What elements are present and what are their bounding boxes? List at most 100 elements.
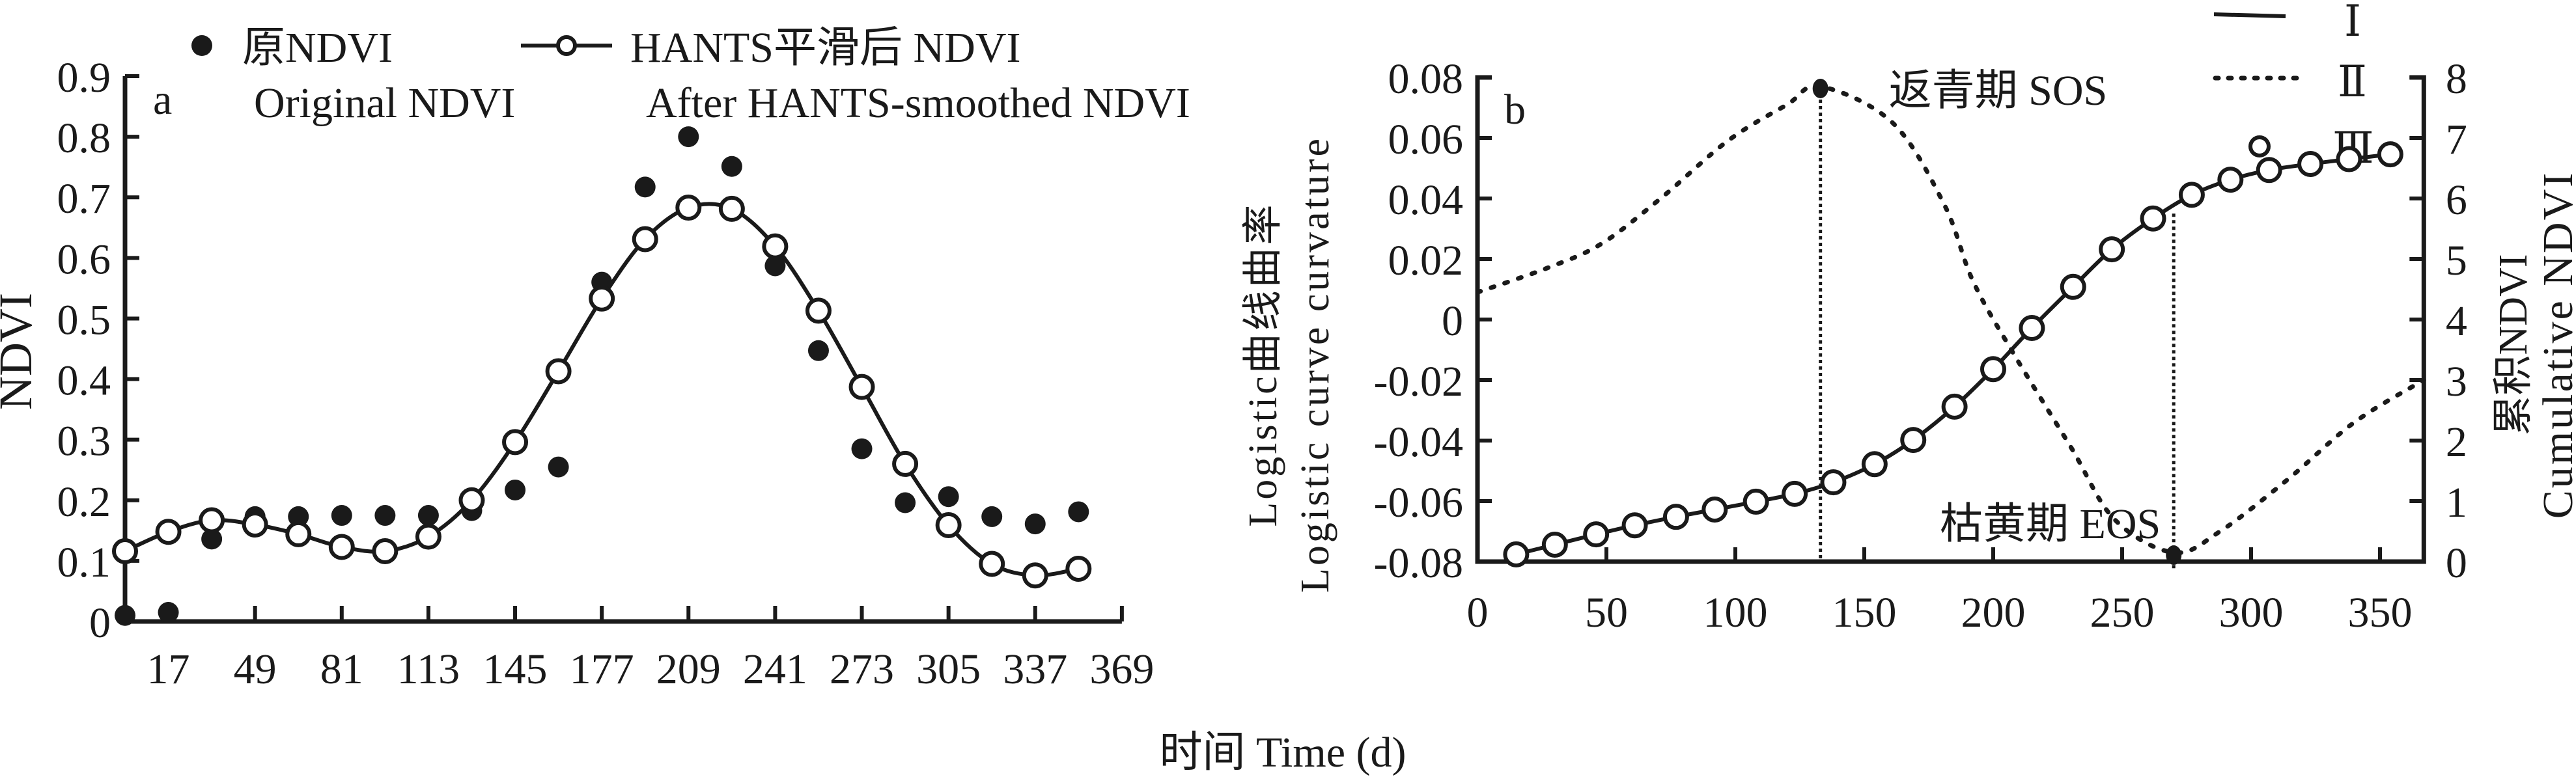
- right-y-tick-label: 3: [2446, 358, 2467, 405]
- logistic-fit-line: [1515, 152, 2391, 556]
- right-y-tick-label: 1: [2446, 479, 2467, 526]
- left-y-tick-label: -0.06: [1374, 479, 1463, 526]
- panel-b-right-y-title-cn: 累积NDVI: [2491, 254, 2536, 436]
- panel-a-legend: 原NDVI Original NDVI HANTS平滑后 NDVI After …: [191, 24, 1190, 127]
- panel-a-label: a: [153, 76, 172, 124]
- original-ndvi-point: [678, 126, 699, 148]
- panel-b-left-y-ticks: -0.08 -0.06 -0.04 -0.02 0 0.02 0.04 0.06 0.08: [1374, 55, 1492, 587]
- y-tick-label: 0.9: [57, 54, 111, 102]
- panel-a-y-ticks: 0 0.1 0.2 0.3 0.4 0.5 0.6 0.7 0.8 0.9: [57, 54, 139, 647]
- y-tick-label: 0.5: [57, 296, 111, 344]
- legend-original-ndvi-en: Original NDVI: [254, 79, 515, 127]
- cumulative-ndvi-point: [1980, 356, 2006, 383]
- smoothed-ndvi-point: [632, 226, 658, 252]
- panel-b-right-y-ticks: 0 1 2 3 4 5 6 7 8: [2409, 55, 2467, 587]
- cumulative-ndvi-point: [2060, 273, 2086, 300]
- cumulative-ndvi-point: [2297, 150, 2324, 177]
- original-ndvi-point: [548, 456, 569, 478]
- panel-b-x-ticks: 0 50 100 150 200 250 300 350: [1467, 547, 2413, 636]
- smoothed-ndvi-point: [199, 507, 225, 534]
- original-ndvi-point: [895, 492, 916, 513]
- right-y-tick-label: 4: [2446, 297, 2467, 345]
- cumulative-ndvi-point: [1900, 427, 1927, 454]
- x-tick-label: 200: [1961, 589, 2026, 636]
- smoothed-ndvi-point: [502, 429, 529, 456]
- smoothed-ndvi-point: [458, 487, 485, 513]
- x-tick-label: 150: [1832, 589, 1897, 636]
- right-y-tick-label: 5: [2446, 237, 2467, 284]
- original-ndvi-point: [331, 505, 352, 526]
- sos-label: 返青期 SOS: [1889, 67, 2108, 115]
- original-ndvi-point: [851, 438, 873, 459]
- eos-label: 枯黄期 EOS: [1940, 500, 2161, 548]
- cumulative-ndvi-point: [1503, 541, 1530, 567]
- curvature-dotted-line: [1475, 83, 2426, 555]
- legend-smoothed-ndvi-en: After HANTS-smoothed NDVI: [646, 79, 1190, 127]
- right-y-tick-label: 8: [2446, 55, 2467, 103]
- left-y-tick-label: -0.02: [1374, 358, 1463, 405]
- left-y-tick-label: 0: [1442, 297, 1463, 345]
- panel-a-axes: [122, 76, 1122, 624]
- original-ndvi-point: [201, 528, 223, 550]
- y-tick-label: 0.7: [57, 175, 111, 223]
- cumulative-ndvi-point: [1621, 512, 1648, 539]
- x-tick-label: 0: [1467, 589, 1489, 636]
- left-y-tick-label: -0.04: [1374, 418, 1463, 466]
- y-tick-label: 0.2: [57, 478, 111, 526]
- original-ndvi-point: [158, 602, 179, 623]
- x-tick-label: 177: [570, 646, 634, 693]
- cumulative-ndvi-point: [2019, 315, 2045, 342]
- panel-a-y-axis-title: NDVI: [0, 293, 42, 410]
- right-y-tick-label: 2: [2446, 418, 2467, 466]
- y-tick-label: 0.3: [57, 418, 111, 465]
- original-ndvi-point: [505, 479, 526, 500]
- left-y-tick-label: 0.04: [1388, 176, 1464, 224]
- smoothed-ndvi-point: [892, 450, 919, 477]
- smoothed-ndvi-point: [415, 523, 441, 550]
- smoothed-ndvi-point: [979, 551, 1005, 577]
- right-y-tick-label: 6: [2446, 176, 2467, 224]
- x-tick-label: 337: [1003, 646, 1067, 693]
- original-ndvi-point: [764, 255, 786, 277]
- smoothed-ndvi-point: [848, 374, 875, 400]
- x-tick-label: 300: [2219, 589, 2284, 636]
- smoothed-ndvi-point: [1065, 555, 1092, 582]
- legend-filled-circle-icon: [191, 35, 212, 56]
- original-ndvi-point: [938, 486, 959, 508]
- x-tick-label: 350: [2348, 589, 2413, 636]
- x-tick-label: 113: [397, 646, 460, 693]
- x-tick-label: 273: [830, 646, 894, 693]
- panel-b-label: b: [1504, 86, 1526, 133]
- smoothed-ndvi-point: [285, 521, 312, 547]
- cumulative-ndvi-point: [2140, 205, 2166, 232]
- smoothed-ndvi-point: [718, 195, 745, 222]
- cumulative-ndvi-point: [1861, 451, 1888, 478]
- x-tick-label: 49: [234, 646, 277, 693]
- y-tick-label: 0.4: [57, 357, 111, 405]
- legend-open-circle-icon: [2248, 135, 2271, 157]
- left-y-tick-label: 0.08: [1388, 55, 1464, 103]
- panel-b-series: [1475, 83, 2426, 567]
- smoothed-ndvi-point: [328, 534, 355, 560]
- legend-open-circle-icon: [556, 35, 577, 56]
- y-tick-label: 0.6: [57, 236, 111, 283]
- smoothed-ndvi-point: [762, 233, 789, 260]
- original-ndvi-point: [1024, 513, 1046, 535]
- x-tick-label: 305: [916, 646, 981, 693]
- right-y-tick-label: 0: [2446, 539, 2467, 587]
- smoothed-ndvi-point: [1022, 562, 1048, 589]
- smoothed-ndvi-point: [805, 297, 832, 324]
- panel-b-left-y-title-cn: Logistic曲线曲率: [1241, 202, 1285, 526]
- panel-b-axes: [1475, 75, 2426, 564]
- original-ndvi-point: [1068, 501, 1089, 523]
- x-tick-label: 17: [147, 646, 190, 693]
- cumulative-ndvi-point: [2217, 167, 2244, 193]
- cumulative-ndvi-point: [1701, 497, 1728, 523]
- cumulative-ndvi-point: [1662, 504, 1689, 530]
- y-tick-label: 0.8: [57, 115, 111, 162]
- legend-smoothed-ndvi-cn: HANTS平滑后 NDVI: [630, 24, 1020, 72]
- original-ndvi-point: [721, 156, 742, 177]
- original-ndvi-point: [981, 506, 1003, 527]
- legend-label-II: Ⅱ: [2338, 59, 2367, 106]
